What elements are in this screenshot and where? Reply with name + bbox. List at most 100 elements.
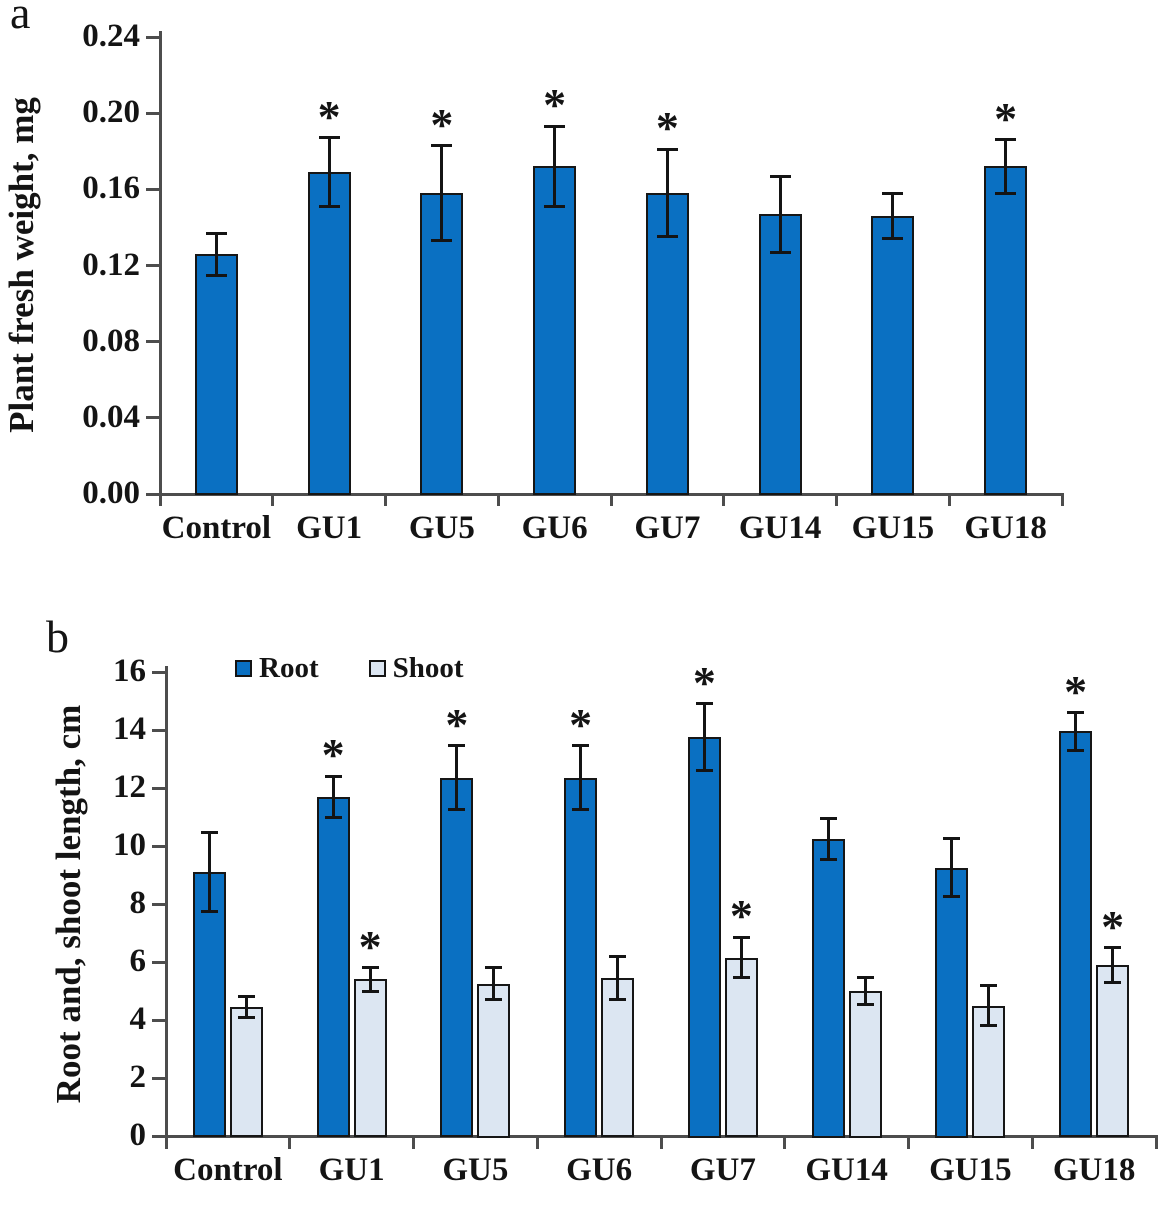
error-cap-bottom-b-root-GU14 [819,857,837,861]
error-bar-b-shoot-GU18 [1111,947,1115,983]
error-cap-bottom-a-plant-Control [205,273,227,277]
error-cap-bottom-a-plant-GU15 [882,237,904,241]
error-cap-top-b-shoot-GU18 [1104,946,1122,949]
y-tick-label-a-0.24: 0.24 [82,18,140,54]
bar-b-shoot-GU5 [477,983,511,1138]
error-bar-b-shoot-GU1 [368,967,372,991]
error-cap-top-b-root-GU7 [695,702,713,706]
x-tick-b-1 [288,1136,292,1149]
significance-marker-b-shoot-GU18: * [1101,900,1125,952]
legend-root-swatch [235,659,252,677]
error-bar-b-shoot-GU14 [863,977,867,1005]
y-axis-line-b [164,666,168,1138]
bar-b-root-GU7 [687,737,721,1138]
y-tick-a-0.04 [145,416,159,420]
y-tick-b-2 [151,1076,165,1080]
bar-b-root-Control [192,872,226,1138]
error-cap-bottom-b-root-Control [200,909,218,913]
y-tick-label-b-4: 4 [129,1001,147,1037]
y-tick-b-8 [151,902,165,906]
bar-b-root-GU6 [564,777,598,1138]
x-tick-a-3 [496,494,500,506]
x-tick-b-0 [164,1136,168,1149]
significance-marker-a-plant-GU5: * [430,98,454,150]
error-bar-b-root-GU14 [826,818,830,860]
y-tick-b-10 [151,844,165,848]
significance-marker-b-root-GU6: * [569,698,593,750]
error-cap-top-a-plant-GU7 [656,147,678,151]
error-cap-top-b-root-GU18 [1067,711,1085,715]
error-cap-top-b-shoot-GU7 [732,935,750,939]
x-label-a-GU6: GU6 [521,510,588,546]
x-label-b-GU1: GU1 [318,1152,385,1188]
error-cap-bottom-a-plant-GU6 [544,204,566,208]
error-bar-a-plant-GU1 [327,137,331,207]
bar-b-shoot-GU14 [848,991,882,1138]
x-tick-a-5 [722,494,726,506]
error-bar-b-root-GU6 [579,745,583,810]
x-label-b-GU6: GU6 [566,1152,633,1188]
bar-b-shoot-Control [229,1006,263,1138]
bar-a-plant-GU18 [984,166,1028,496]
error-cap-bottom-b-root-GU18 [1067,748,1085,752]
x-label-b-GU5: GU5 [442,1152,509,1188]
error-cap-top-b-root-GU1 [324,774,342,778]
error-cap-top-b-root-GU15 [943,837,961,841]
error-cap-top-b-shoot-GU1 [361,966,379,970]
y-tick-label-a-0.12: 0.12 [82,246,140,283]
error-cap-bottom-b-root-GU15 [943,895,961,899]
error-bar-b-root-GU7 [702,703,706,771]
x-tick-b-3 [535,1136,539,1149]
bar-a-plant-Control [194,254,238,496]
error-cap-bottom-b-shoot-Control [237,1015,255,1019]
significance-marker-a-plant-GU1: * [317,90,341,142]
error-cap-top-b-root-GU5 [448,744,466,748]
x-label-a-GU1: GU1 [296,510,363,546]
error-cap-top-a-plant-GU1 [318,136,340,140]
error-cap-bottom-a-plant-GU5 [431,239,453,243]
y-tick-label-a-0.00: 0.00 [82,475,140,511]
error-bar-b-root-GU18 [1074,712,1078,751]
error-bar-a-plant-Control [214,233,218,276]
x-label-a-GU18: GU18 [964,510,1047,546]
error-cap-bottom-a-plant-GU1 [318,204,340,208]
error-cap-bottom-b-root-GU1 [324,815,342,819]
y-tick-b-12 [151,786,165,790]
error-cap-top-b-root-GU6 [572,744,590,748]
error-cap-bottom-a-plant-GU18 [995,191,1017,195]
bar-a-plant-GU14 [758,214,802,496]
y-tick-label-b-0: 0 [129,1117,147,1153]
significance-marker-a-plant-GU7: * [655,102,679,154]
y-tick-label-b-8: 8 [129,885,147,921]
y-tick-b-16 [151,670,165,674]
bar-a-plant-GU6 [533,166,577,496]
bar-a-plant-GU15 [871,215,915,496]
x-label-a-GU7: GU7 [634,510,701,546]
error-cap-bottom-b-shoot-GU6 [609,998,627,1002]
panel-b-label: b [46,611,69,662]
x-tick-a-8 [1060,494,1064,506]
bar-b-shoot-GU1 [353,979,387,1138]
significance-marker-b-root-GU5: * [445,698,469,750]
bar-b-shoot-GU15 [972,1005,1006,1138]
bar-b-root-GU1 [316,796,350,1138]
y-tick-label-b-6: 6 [129,943,147,979]
x-tick-b-2 [412,1136,415,1149]
error-bar-a-plant-GU18 [1004,139,1008,194]
y-tick-a-0.12 [145,264,159,267]
legend-shoot-label: Shoot [392,652,464,684]
x-tick-a-1 [271,494,275,506]
error-bar-b-shoot-GU5 [492,967,496,1000]
error-cap-top-b-shoot-GU14 [856,976,874,980]
legend-root-label: Root [259,652,319,684]
y-tick-label-b-12: 12 [113,769,146,805]
error-cap-top-b-shoot-GU5 [485,966,503,970]
bar-a-plant-GU7 [645,193,689,496]
significance-marker-b-shoot-GU1: * [358,920,382,972]
error-cap-bottom-b-shoot-GU7 [732,976,750,980]
y-tick-a-0.20 [145,111,159,115]
error-cap-top-a-plant-GU5 [431,144,453,148]
panel-a-label: a [10,0,31,38]
significance-marker-b-shoot-GU7: * [729,890,753,942]
